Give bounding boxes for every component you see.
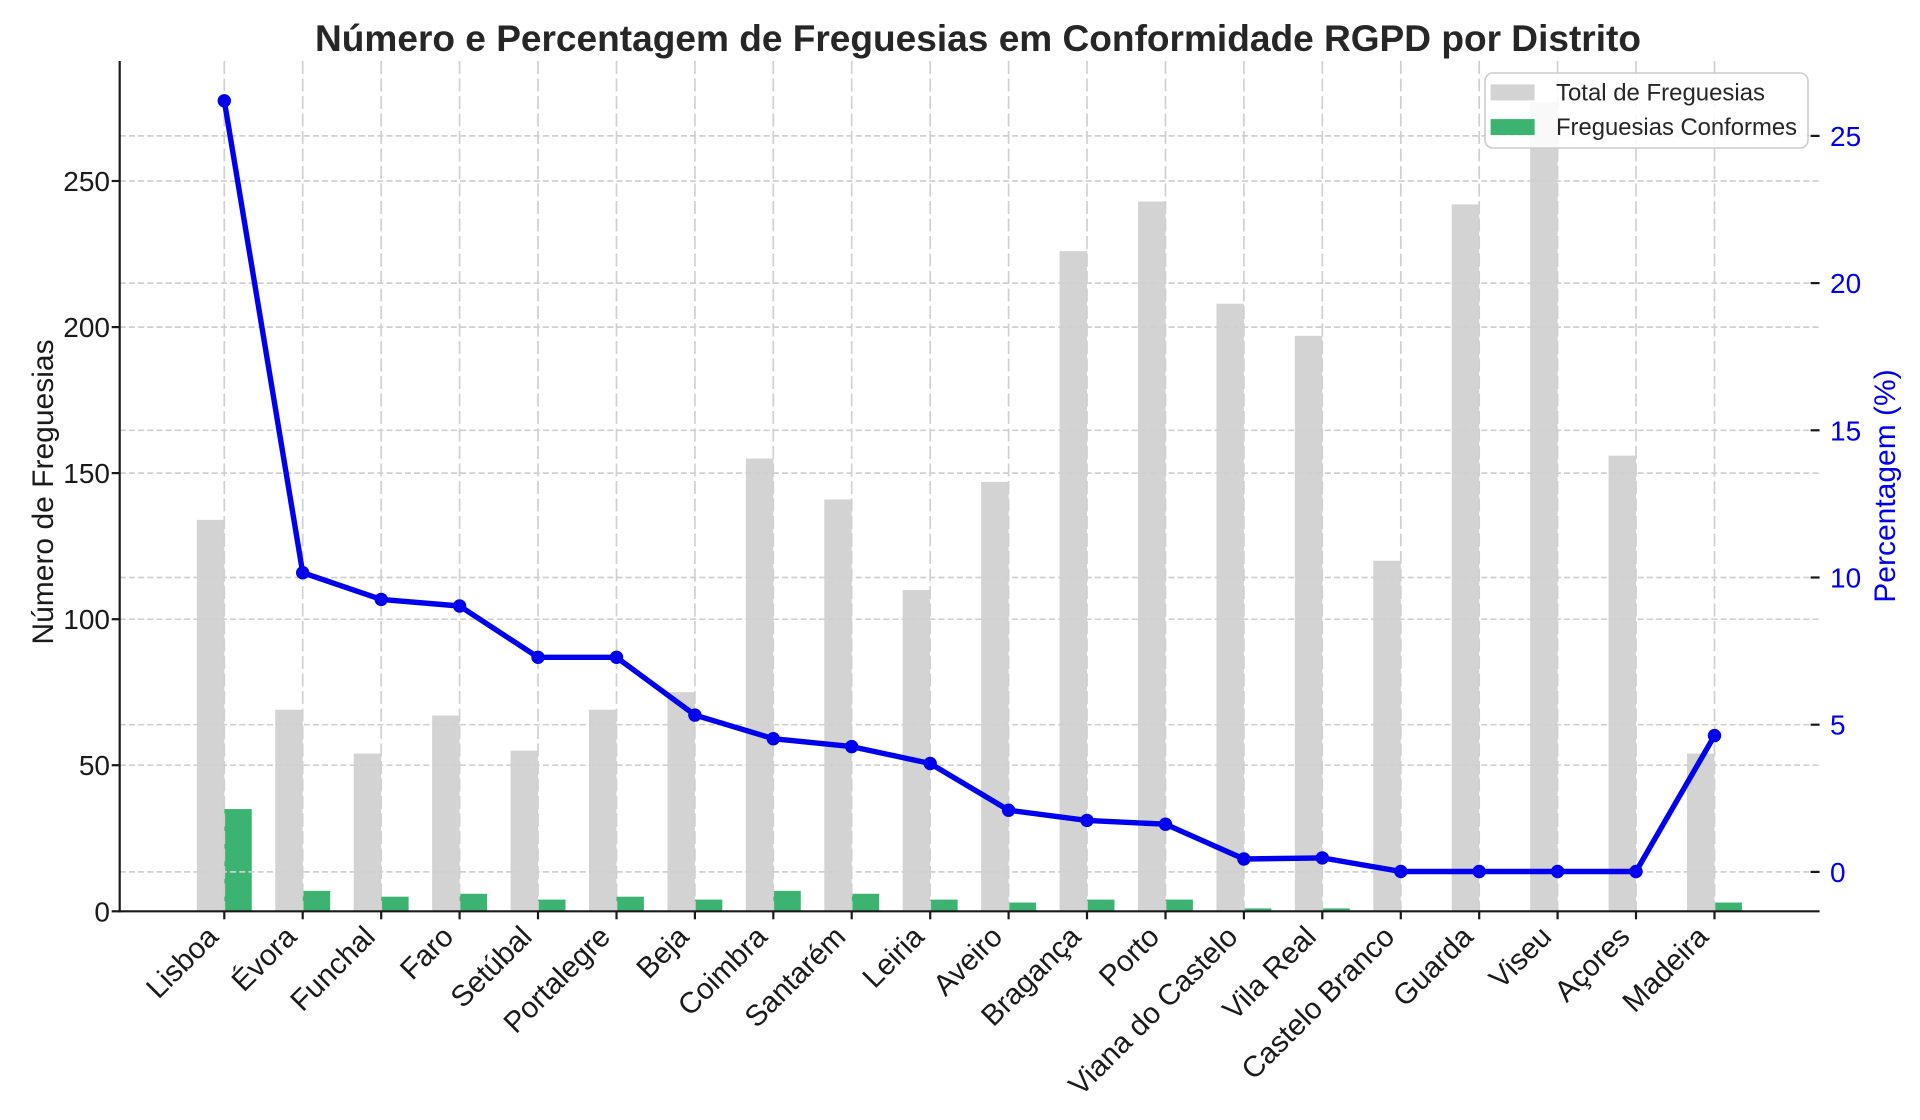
svg-text:0: 0: [1830, 857, 1846, 888]
svg-text:15: 15: [1830, 415, 1861, 446]
svg-text:20: 20: [1830, 268, 1861, 299]
svg-text:250: 250: [63, 166, 110, 197]
svg-text:Freguesias Conformes: Freguesias Conformes: [1556, 114, 1797, 141]
svg-text:100: 100: [63, 604, 110, 635]
svg-text:Total de Freguesias: Total de Freguesias: [1556, 80, 1765, 107]
svg-text:200: 200: [63, 312, 110, 343]
svg-text:0: 0: [94, 896, 110, 927]
svg-text:10: 10: [1830, 563, 1861, 594]
svg-text:Percentagem (%): Percentagem (%): [1869, 369, 1902, 602]
svg-text:150: 150: [63, 458, 110, 489]
svg-text:Número e Percentagem de Fregue: Número e Percentagem de Freguesias em Co…: [315, 18, 1641, 59]
svg-text:50: 50: [79, 750, 110, 781]
svg-text:5: 5: [1830, 710, 1846, 741]
svg-text:Número de Freguesias: Número de Freguesias: [27, 339, 60, 644]
svg-text:25: 25: [1830, 121, 1861, 152]
